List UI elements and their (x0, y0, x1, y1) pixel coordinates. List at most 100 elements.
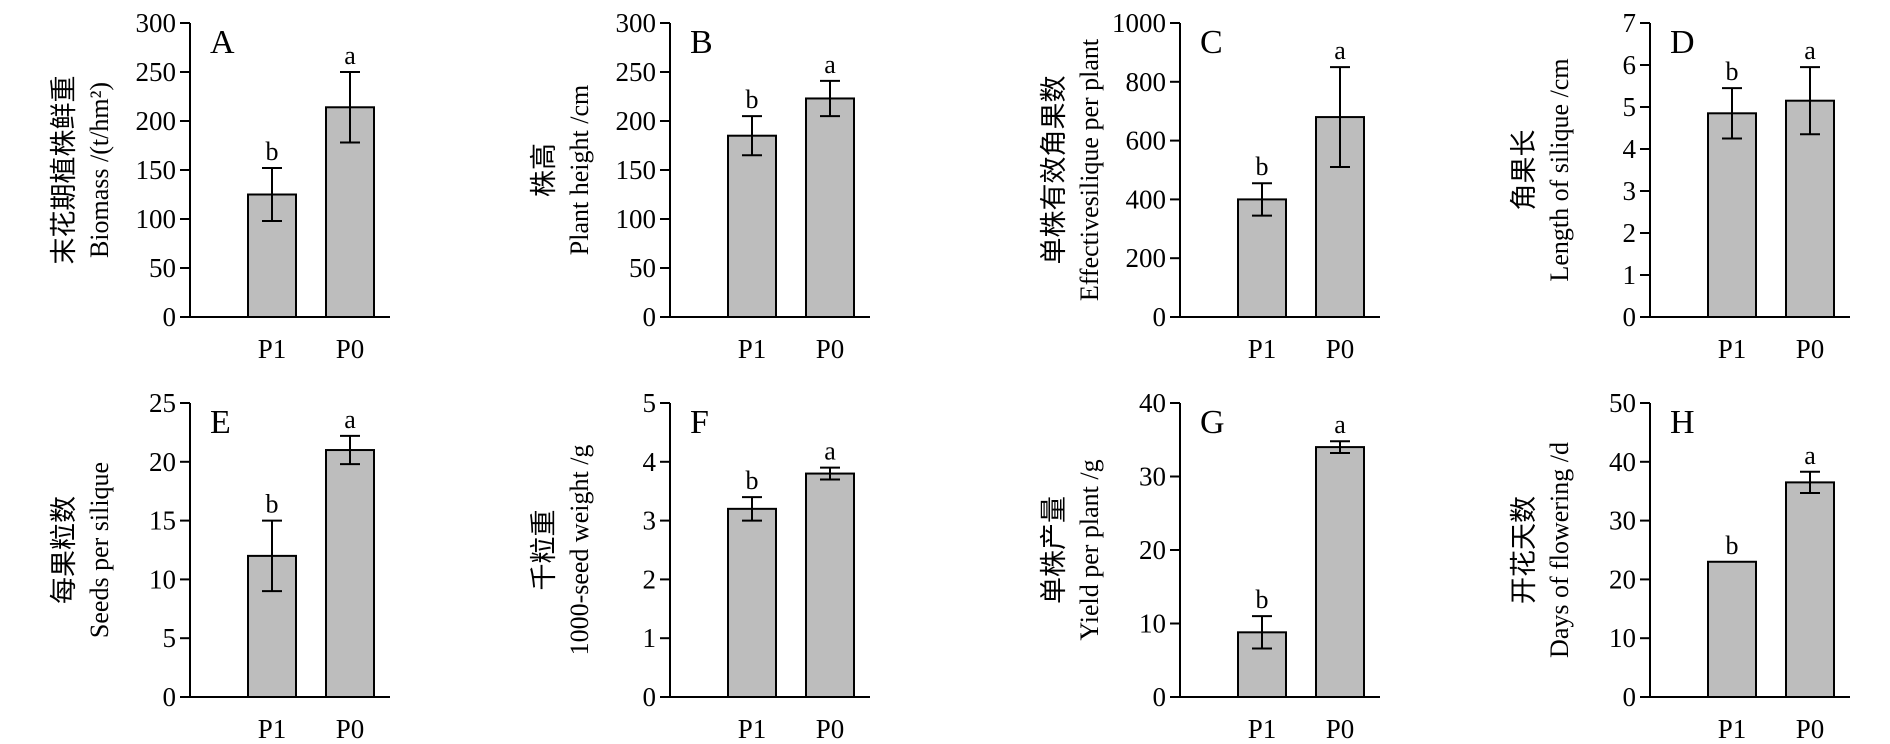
y-tick-label: 0 (1623, 682, 1637, 712)
y-tick-label: 250 (616, 57, 657, 87)
category-label: P0 (1796, 714, 1825, 744)
significance-letter: b (266, 137, 279, 166)
bar-p0 (805, 472, 855, 698)
category-label: P0 (1796, 334, 1825, 364)
chart-panel-g: 0 10 20 30 40 b P1 a P0 G 单株产量 Yield per plant /g (1039, 388, 1380, 744)
y-tick-label: 3 (1623, 176, 1637, 206)
y-tick-label: 3 (643, 506, 657, 536)
significance-letter: a (824, 437, 836, 466)
y-tick-label: 250 (136, 57, 177, 87)
y-tick-label: 20 (149, 447, 176, 477)
y-tick-label: 300 (616, 8, 657, 38)
y-tick-label: 5 (643, 388, 657, 418)
category-label: P1 (738, 334, 767, 364)
y-tick-label: 150 (616, 155, 657, 185)
y-axis-title-en: Effectivesilique per plant (1075, 38, 1104, 301)
panel-letter: G (1200, 404, 1225, 441)
y-tick-label: 4 (643, 447, 657, 477)
y-tick-label: 4 (1623, 134, 1637, 164)
chart-panel-e: 0 5 10 15 20 25 b P1 a P0 E 每果粒数 Seeds per silique (49, 388, 390, 744)
chart-panel-h: 0 10 20 30 40 50 b P1 a P0 H 开花天数 Days of flowering … (1509, 388, 1850, 744)
y-axis-title-zh: 千粒重 (529, 510, 560, 591)
significance-letter: a (1804, 441, 1816, 470)
significance-letter: b (1726, 531, 1739, 560)
y-tick-label: 0 (643, 302, 657, 332)
y-axis-title-en: Days of flowering /d (1545, 442, 1574, 658)
y-tick-label: 0 (643, 682, 657, 712)
y-tick-label: 5 (163, 623, 177, 653)
y-axis-title-en: Biomass /(t/hm²) (85, 82, 114, 258)
y-tick-label: 0 (163, 682, 177, 712)
y-axis-title-zh: 每果粒数 (49, 496, 80, 604)
y-tick-label: 0 (1153, 302, 1167, 332)
y-axis-title-zh: 单株产量 (1039, 496, 1070, 604)
bar-p0 (325, 449, 375, 699)
significance-letter: b (746, 85, 759, 114)
y-tick-label: 100 (616, 204, 657, 234)
y-tick-label: 150 (136, 155, 177, 185)
significance-letter: b (1256, 152, 1269, 181)
panel-letter: E (210, 404, 231, 441)
significance-letter: a (824, 50, 836, 79)
y-tick-label: 40 (1139, 388, 1166, 418)
panel-letter: A (210, 24, 235, 61)
y-tick-label: 100 (136, 204, 177, 234)
chart-panel-d: 0 1 2 3 4 5 6 7 b P1 a P0 D 角果长 Length of silique /cm (1509, 8, 1850, 364)
significance-letter: b (1256, 585, 1269, 614)
y-tick-label: 15 (149, 506, 176, 536)
y-tick-label: 40 (1609, 447, 1636, 477)
significance-letter: a (1334, 36, 1346, 65)
y-tick-label: 6 (1623, 50, 1637, 80)
chart-panel-a: 0 50 100 150 200 250 300 b P1 a P0 A 末花期植株鲜重 Biomass … (49, 8, 390, 364)
chart-panel-c: 0 200 400 600 800 1000 b P1 a P0 C 单株有效角果数 Effective… (1039, 8, 1380, 364)
bar-p0 (1785, 481, 1835, 698)
y-tick-label: 7 (1623, 8, 1637, 38)
category-label: P0 (1326, 334, 1355, 364)
y-tick-label: 0 (163, 302, 177, 332)
bar-p0 (1315, 446, 1365, 698)
y-axis-title-en: Length of silique /cm (1545, 58, 1574, 281)
y-tick-label: 20 (1139, 535, 1166, 565)
significance-letter: a (344, 405, 356, 434)
category-label: P1 (258, 334, 287, 364)
category-label: P0 (336, 714, 365, 744)
category-label: P1 (258, 714, 287, 744)
y-axis-title-zh: 株高 (529, 143, 560, 197)
y-tick-label: 20 (1609, 564, 1636, 594)
y-tick-label: 30 (1139, 462, 1166, 492)
bar-p1 (727, 134, 777, 318)
y-tick-label: 200 (136, 106, 177, 136)
panel-letter: H (1670, 404, 1695, 441)
y-tick-label: 1 (643, 623, 657, 653)
y-tick-label: 600 (1126, 126, 1167, 156)
y-tick-label: 50 (1609, 388, 1636, 418)
bar-p1 (727, 507, 777, 698)
category-label: P1 (1248, 714, 1277, 744)
y-axis-title-en: Seeds per silique (85, 462, 114, 638)
bar-p1 (1707, 560, 1757, 699)
y-tick-label: 0 (1153, 682, 1167, 712)
chart-panel-b: 0 50 100 150 200 250 300 b P1 a P0 B 株高 Plant height … (529, 8, 870, 364)
y-tick-label: 2 (1623, 218, 1637, 248)
significance-letter: a (1334, 410, 1346, 439)
category-label: P0 (336, 334, 365, 364)
panel-letter: D (1670, 24, 1695, 61)
y-axis-title-en: Plant height /cm (565, 85, 594, 255)
y-axis-title-zh: 角果长 (1509, 130, 1540, 211)
y-tick-label: 800 (1126, 67, 1167, 97)
category-label: P0 (816, 714, 845, 744)
y-axis-title-zh: 单株有效角果数 (1039, 76, 1070, 265)
y-tick-label: 5 (1623, 92, 1637, 122)
bar-p1 (1237, 198, 1287, 318)
panel-letter: B (690, 24, 713, 61)
significance-letter: b (266, 490, 279, 519)
y-axis-title-en: 1000-seed weight /g (565, 445, 594, 656)
y-axis-title-en: Yield per plant /g (1075, 459, 1104, 640)
y-tick-label: 2 (643, 564, 657, 594)
bar-p0 (1785, 99, 1835, 318)
category-label: P1 (738, 714, 767, 744)
category-label: P0 (816, 334, 845, 364)
y-tick-label: 1000 (1112, 8, 1166, 38)
panel-letter: C (1200, 24, 1223, 61)
